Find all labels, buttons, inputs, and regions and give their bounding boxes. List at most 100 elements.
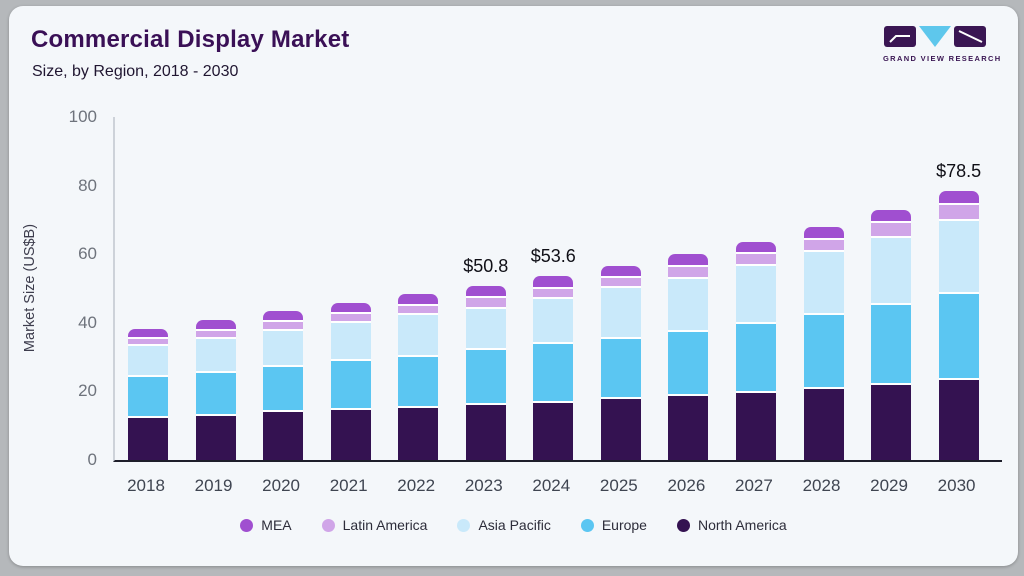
x-tick-label-2025: 2025 bbox=[599, 476, 638, 495]
legend-label-europe: Europe bbox=[601, 517, 647, 533]
segment-europe-2022 bbox=[398, 355, 439, 406]
legend-item-north-america: North America bbox=[676, 517, 787, 533]
data-label-2030: $78.5 bbox=[936, 160, 982, 181]
bar-2020 bbox=[263, 311, 304, 460]
segment-north-america-2021 bbox=[330, 407, 371, 460]
segment-asia-pacific-2024 bbox=[533, 297, 574, 342]
segment-europe-2020 bbox=[263, 365, 304, 410]
y-tick-label-60: 60 bbox=[78, 244, 97, 264]
segment-asia-pacific-2029 bbox=[871, 235, 912, 303]
segment-latin-america-2030 bbox=[938, 203, 979, 219]
x-tick-label-2024: 2024 bbox=[532, 476, 571, 495]
chart-subtitle: Size, by Region, 2018 - 2030 bbox=[32, 63, 239, 80]
segment-north-america-2020 bbox=[263, 409, 304, 460]
segment-europe-2023 bbox=[465, 348, 506, 404]
data-label-2024: $53.6 bbox=[530, 246, 576, 267]
legend-label-mea: MEA bbox=[261, 517, 292, 533]
chart-card: Commercial Display Market Size, by Regio… bbox=[9, 6, 1018, 566]
segment-mea-2028 bbox=[803, 227, 844, 238]
x-tick-label-2023: 2023 bbox=[464, 476, 503, 495]
brand-name: GRAND VIEW RESEARCH bbox=[883, 54, 1002, 63]
segment-north-america-2029 bbox=[871, 383, 912, 460]
segment-europe-2026 bbox=[668, 330, 709, 395]
segment-latin-america-2023 bbox=[465, 296, 506, 307]
segment-europe-2029 bbox=[871, 302, 912, 384]
segment-latin-america-2024 bbox=[533, 286, 574, 298]
segment-mea-2027 bbox=[735, 241, 776, 253]
segment-europe-2021 bbox=[330, 359, 371, 408]
legend-label-asia-pacific: Asia Pacific bbox=[478, 517, 551, 533]
y-tick-label-80: 80 bbox=[78, 175, 97, 195]
page-title: Commercial Display Market bbox=[31, 26, 350, 53]
segment-north-america-2022 bbox=[398, 405, 439, 460]
x-tick-label-2018: 2018 bbox=[127, 476, 165, 495]
y-tick-label-0: 0 bbox=[87, 450, 97, 469]
segment-europe-2018 bbox=[128, 374, 168, 416]
segment-asia-pacific-2018 bbox=[128, 343, 168, 375]
plot-area: $50.8 $53.6 $78.5 bbox=[113, 117, 1002, 462]
segment-north-america-2026 bbox=[668, 394, 709, 460]
legend-dot-latin-america bbox=[321, 518, 335, 532]
segment-europe-2030 bbox=[938, 291, 979, 378]
segment-north-america-2027 bbox=[735, 390, 776, 460]
segment-mea-2029 bbox=[871, 210, 912, 222]
segment-latin-america-2022 bbox=[398, 303, 439, 313]
segment-latin-america-2021 bbox=[330, 311, 371, 322]
segment-latin-america-2018 bbox=[128, 336, 168, 344]
chart-legend: MEA Latin America Asia Pacific Europe North … bbox=[9, 517, 1018, 533]
x-tick-label-2021: 2021 bbox=[329, 476, 368, 495]
legend-item-latin-america: Latin America bbox=[321, 517, 427, 533]
legend-dot-north-america bbox=[676, 518, 690, 532]
x-tick-label-2030: 2030 bbox=[937, 476, 976, 495]
bar-2029 bbox=[871, 210, 912, 460]
bar-2028 bbox=[803, 227, 844, 460]
segment-mea-2018 bbox=[128, 328, 168, 337]
segment-north-america-2024 bbox=[533, 400, 574, 460]
segment-mea-2022 bbox=[398, 294, 439, 304]
data-label-2023: $50.8 bbox=[463, 255, 509, 276]
x-axis-ticks: 2018 2019 2020 2021 2022 2023 2024 2025 2026 2027… bbox=[113, 462, 1000, 502]
segment-mea-2030 bbox=[938, 190, 979, 204]
bar-2019 bbox=[195, 320, 236, 460]
segment-europe-2019 bbox=[195, 370, 236, 414]
segment-asia-pacific-2023 bbox=[465, 306, 506, 349]
bar-2021 bbox=[330, 302, 371, 460]
legend-item-europe: Europe bbox=[580, 517, 647, 533]
segment-mea-2025 bbox=[600, 265, 641, 277]
y-tick-label-40: 40 bbox=[78, 312, 97, 332]
segment-asia-pacific-2028 bbox=[803, 250, 844, 313]
segment-north-america-2019 bbox=[195, 413, 236, 460]
segment-latin-america-2026 bbox=[668, 265, 709, 277]
segment-latin-america-2028 bbox=[803, 237, 844, 251]
segment-north-america-2030 bbox=[938, 377, 979, 460]
bar-2018 bbox=[128, 328, 168, 460]
segment-mea-2026 bbox=[668, 254, 709, 266]
legend-item-mea: MEA bbox=[240, 517, 292, 533]
segment-north-america-2028 bbox=[803, 386, 844, 460]
x-tick-label-2020: 2020 bbox=[262, 476, 301, 495]
bar-2023 bbox=[465, 285, 506, 460]
segment-europe-2025 bbox=[600, 336, 641, 398]
bar-2024 bbox=[533, 276, 574, 460]
x-tick-label-2027: 2027 bbox=[735, 476, 773, 495]
bar-2025 bbox=[600, 265, 641, 460]
segment-mea-2019 bbox=[195, 320, 236, 329]
bar-2030 bbox=[938, 190, 979, 460]
segment-asia-pacific-2026 bbox=[668, 276, 709, 331]
legend-label-north-america: North America bbox=[697, 517, 787, 533]
segment-asia-pacific-2022 bbox=[398, 312, 439, 356]
gvr-logo-icon bbox=[884, 26, 986, 47]
x-tick-label-2029: 2029 bbox=[870, 476, 908, 495]
segment-north-america-2018 bbox=[128, 415, 168, 460]
segment-europe-2024 bbox=[533, 341, 574, 401]
segment-asia-pacific-2025 bbox=[600, 286, 641, 337]
segment-asia-pacific-2021 bbox=[330, 321, 371, 360]
bar-2022 bbox=[398, 294, 439, 460]
segment-europe-2028 bbox=[803, 312, 844, 387]
segment-mea-2020 bbox=[263, 311, 304, 321]
y-axis-ticks: 0 20 40 60 80 100 bbox=[39, 107, 105, 469]
segment-latin-america-2025 bbox=[600, 276, 641, 287]
segment-latin-america-2027 bbox=[735, 252, 776, 265]
legend-dot-asia-pacific bbox=[457, 518, 471, 532]
segment-latin-america-2029 bbox=[871, 221, 912, 236]
